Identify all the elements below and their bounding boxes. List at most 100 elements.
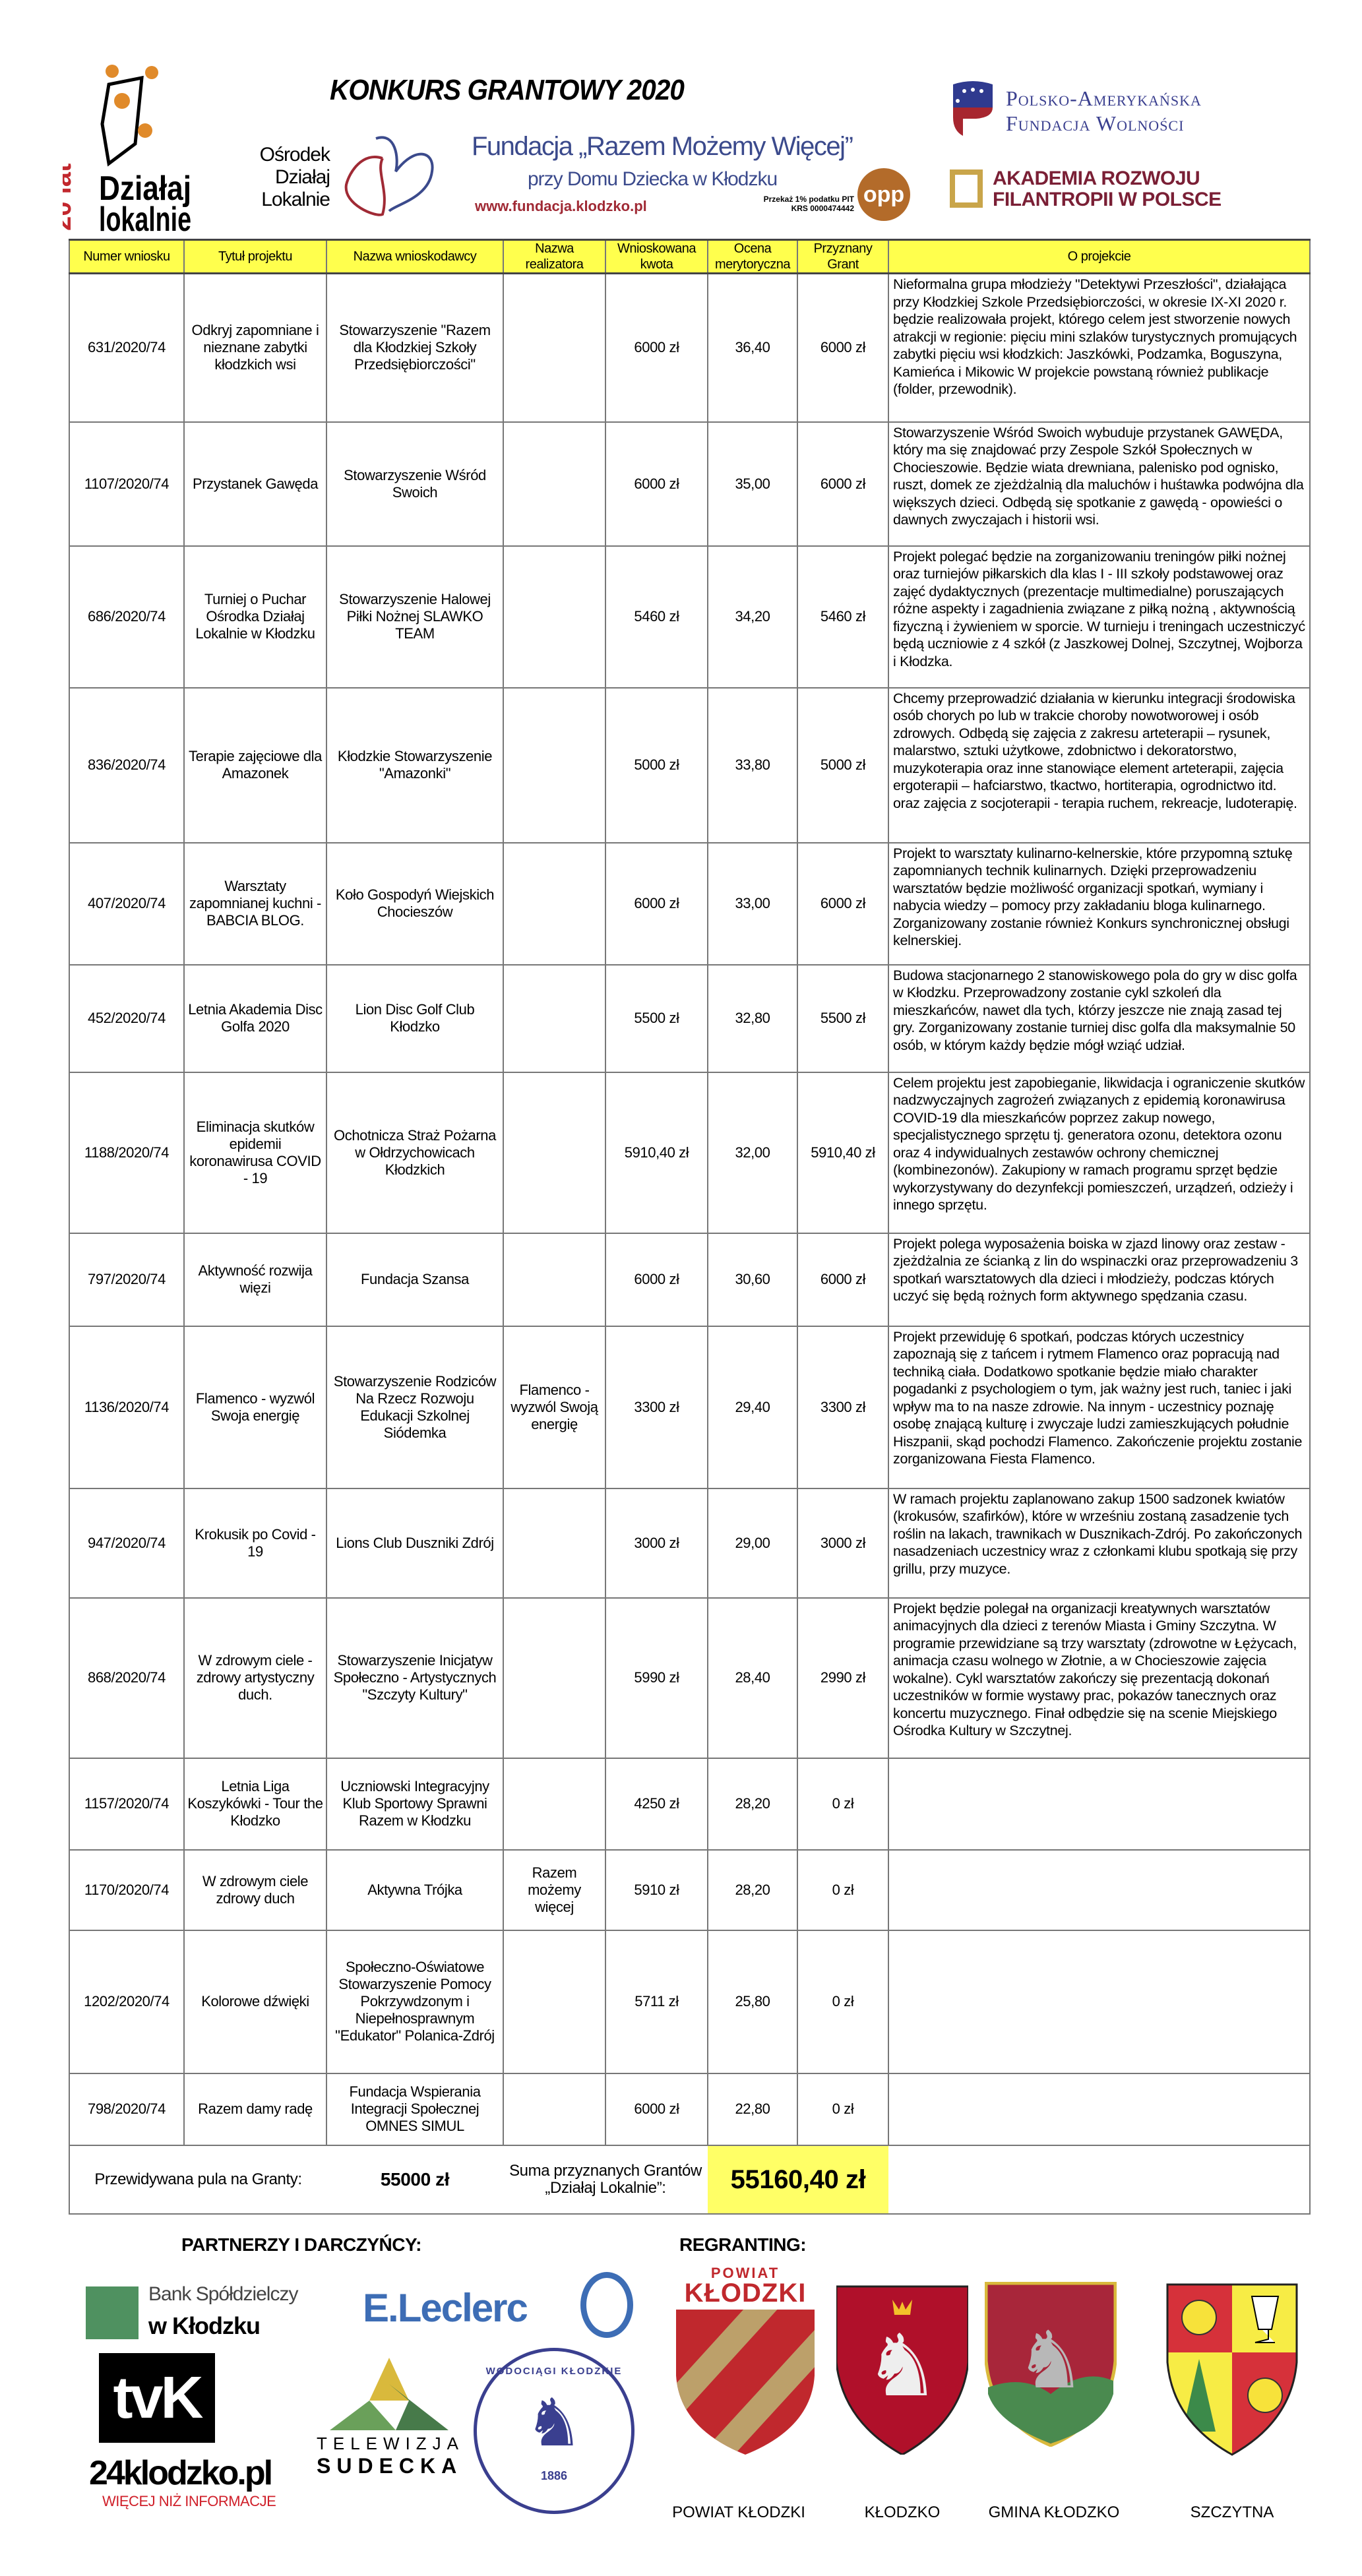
merit-score: 36,40 [707,272,798,423]
granted-amount: 0 zł [797,1757,889,1851]
bank-city: w Kłodzku [148,2312,261,2339]
requested-amount: 5460 zł [605,545,708,689]
application-number: 798/2020/74 [69,2072,185,2146]
mountain-icon [330,2358,449,2430]
column-header: Nazwa wnioskodawcy [326,239,504,274]
wodociagi-logo: WODOCIĄGI KŁODZKIE ♞ 1886 [474,2348,635,2514]
column-header: Ocena merytoryczna [707,239,798,274]
table-header-row: Numer wniosku Tytuł projektu Nazwa wnios… [69,239,1311,274]
table-row: 1136/2020/74 Flamenco - wyzwól Swoja ener… [69,1325,1311,1489]
svg-text:20 lat: 20 lat [63,164,77,231]
application-number: 1157/2020/74 [69,1757,185,1851]
implementer-name [503,1487,606,1599]
applicant-name: Stowarzyszenie Halowej Piłki Nożnej SLAW… [326,545,504,689]
tax-note: Przekaż 1% podatku PIT [763,195,854,204]
implementer-name [503,272,606,423]
merit-score: 33,00 [707,842,798,966]
requested-amount: 3000 zł [605,1487,708,1599]
requested-amount: 4250 zł [605,1757,708,1851]
project-title: Flamenco - wyzwól Swoja energię [183,1325,327,1489]
telewizja-line: SUDECKA [317,2454,463,2478]
table-row: 1170/2020/74 W zdrowym ciele zdrowy duch A… [69,1849,1311,1931]
fundacja-logo: Fundacja „Razem Możemy Więcej” przy Domu… [336,132,917,224]
project-description [888,1757,1311,1851]
bank-mark-icon [86,2286,139,2339]
merit-score: 30,60 [707,1232,798,1327]
project-title: Odkryj zapomniane i nieznane zabytki kło… [183,272,327,423]
requested-amount: 5500 zł [605,964,708,1073]
granted-amount: 5500 zł [797,964,889,1073]
project-description: Projekt będzie polegał na organizacji kr… [888,1597,1311,1759]
implementer-name [503,687,606,843]
implementer-name: Razem możemy więcej [503,1849,606,1931]
merit-score: 32,80 [707,964,798,1073]
project-description [888,2072,1311,2146]
table-row: 686/2020/74 Turniej o Puchar Ośrodka Dzia… [69,545,1311,689]
requested-amount: 5910,40 zł [605,1071,708,1234]
telewizja-line: TELEWIZJA [317,2434,465,2453]
applicant-name: Lion Disc Golf Club Kłodzko [326,964,504,1073]
project-title: W zdrowym ciele zdrowy duch [183,1849,327,1931]
svg-text:♞: ♞ [864,2317,941,2414]
implementer-name [503,842,606,966]
shield-stripes-icon [676,2310,815,2455]
project-title: Letnia Akademia Disc Golfa 2020 [183,964,327,1073]
merit-score: 22,80 [707,2072,798,2146]
leclerc-logo: E.Leclerc [363,2272,640,2338]
merit-score: 28,40 [707,1597,798,1759]
applicant-name: Koło Gospodyń Wiejskich Chocieszów [326,842,504,966]
application-number: 1107/2020/74 [69,421,185,547]
merit-score: 25,80 [707,1929,798,2074]
applicant-name: Aktywna Trójka [326,1849,504,1931]
implementer-name [503,421,606,547]
application-number: 1170/2020/74 [69,1849,185,1931]
application-number: 947/2020/74 [69,1487,185,1599]
application-number: 1136/2020/74 [69,1325,185,1489]
column-header: Numer wniosku [69,239,185,274]
applicant-name: Stowarzyszenie Rodziców Na Rzecz Rozwoju… [326,1325,504,1489]
regranting-label: POWIAT KŁODZKI [672,2503,805,2521]
regranting-heading: REGRANTING: [679,2234,807,2255]
requested-amount: 5990 zł [605,1597,708,1759]
table-row: 798/2020/74 Razem damy radę Fundacja Wspie… [69,2072,1311,2146]
granted-amount: 6000 zł [797,421,889,547]
implementer-name [503,2072,606,2146]
applicant-name: Lions Club Duszniki Zdrój [326,1487,504,1599]
project-title: Razem damy radę [183,2072,327,2146]
sum-value: 55160,40 zł [708,2144,888,2215]
sum-label: Suma przyznanych Grantów „Działaj Lokaln… [503,2144,708,2215]
requested-amount: 5910 zł [605,1849,708,1931]
pafw-line: Polsko-Amerykańska [1006,86,1202,110]
lion-icon: ♞ [524,2386,584,2460]
applicant-name: Kłodzkie Stowarzyszenie "Amazonki" [326,687,504,843]
empty-cell [888,2144,1311,2215]
osrodek-line: Lokalnie [261,189,330,210]
project-title: Eliminacja skutków epidemii koronawirusa… [183,1071,327,1234]
applicant-name: Fundacja Szansa [326,1232,504,1327]
pool-value: 55000 zł [326,2144,503,2215]
application-number: 452/2020/74 [69,964,185,1073]
project-description: Projekt to warsztaty kulinarno-kelnerski… [888,842,1311,966]
osrodek-line: Działaj [274,166,330,188]
table-row: 1107/2020/74 Przystanek Gawęda Stowarzysze… [69,421,1311,547]
klodzko-arms-icon: ♞ [836,2285,968,2455]
implementer-name [503,1757,606,1851]
project-title: Letnia Liga Koszykówki - Tour the Kłodzk… [183,1757,327,1851]
table-row: 947/2020/74 Krokusik po Covid - 19 Lions C… [69,1487,1311,1599]
applicant-name: Społeczno-Oświatowe Stowarzyszenie Pomoc… [326,1929,504,2074]
table-row: 631/2020/74 Odkryj zapomniane i nieznane … [69,272,1311,423]
grants-table: Numer wniosku Tytuł projektu Nazwa wnios… [69,239,1311,2215]
project-description: Celem projektu jest zapobieganie, likwid… [888,1071,1311,1234]
osrodek-label: Ośrodek Działaj Lokalnie [244,144,330,211]
applicant-name: Fundacja Wspierania Integracji Społeczne… [326,2072,504,2146]
partners-heading: PARTNERZY I DARCZYŃCY: [181,2234,421,2255]
granted-amount: 6000 zł [797,272,889,423]
project-title: Aktywność rozwija więzi [183,1232,327,1327]
table-row: 407/2020/74 Warsztaty zapomnianej kuchni … [69,842,1311,966]
applicant-name: Stowarzyszenie Wśród Swoich [326,421,504,547]
merit-score: 28,20 [707,1757,798,1851]
requested-amount: 6000 zł [605,842,708,966]
portal-name: 24klodzko.pl [89,2454,273,2492]
granted-amount: 3300 zł [797,1325,889,1489]
project-description: Budowa stacjonarnego 2 stanowiskowego po… [888,964,1311,1073]
